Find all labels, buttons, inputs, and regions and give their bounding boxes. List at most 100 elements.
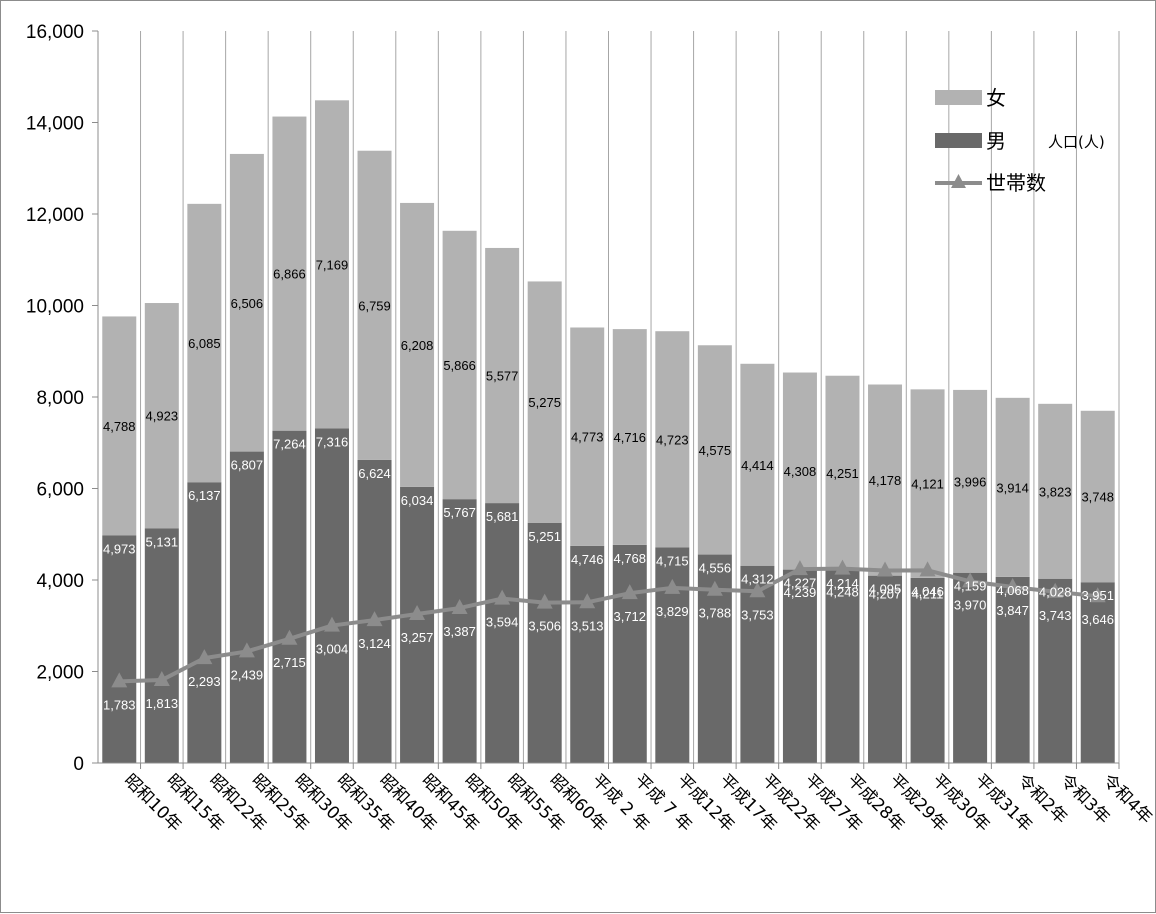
data-label-male: 7,316	[316, 434, 349, 449]
data-label-male: 5,767	[443, 505, 476, 520]
bar-female	[995, 397, 1030, 577]
bar-female	[229, 153, 264, 452]
household-marker	[281, 629, 298, 645]
bar-male	[272, 430, 307, 763]
data-label-female: 6,759	[358, 298, 391, 313]
data-label-household: 3,506	[528, 619, 561, 634]
bar-male	[314, 428, 349, 763]
data-label-male: 4,556	[699, 561, 732, 576]
bar-female	[868, 384, 903, 576]
household-marker	[919, 561, 936, 577]
y-axis-title: 人口(人)	[1048, 133, 1105, 151]
y-tick-label: 10,000	[26, 297, 84, 318]
bar-female	[697, 345, 732, 555]
data-label-household: 3,753	[741, 607, 774, 622]
data-label-household: 1,783	[103, 697, 136, 712]
bar-male	[740, 565, 775, 763]
household-marker	[238, 642, 255, 658]
data-label-household: 2,293	[188, 674, 221, 689]
data-label-household: 3,387	[443, 624, 476, 639]
household-marker	[621, 584, 638, 600]
y-tick-label: 6,000	[36, 480, 84, 501]
data-label-male: 5,251	[528, 529, 561, 544]
household-marker	[877, 561, 894, 577]
household-marker	[1089, 587, 1106, 603]
data-label-male: 4,715	[656, 553, 689, 568]
household-marker	[153, 671, 170, 687]
data-label-household: 3,712	[613, 609, 646, 624]
bar-female	[527, 281, 562, 523]
bar-female	[272, 116, 307, 431]
household-marker	[791, 560, 808, 576]
bar-male	[187, 482, 222, 763]
data-label-male: 5,131	[146, 534, 179, 549]
y-tick-label: 12,000	[26, 205, 84, 226]
data-label-household: 4,239	[784, 585, 817, 600]
data-label-female: 4,788	[103, 419, 136, 434]
data-label-household: 2,439	[231, 667, 264, 682]
data-label-female: 7,169	[316, 257, 349, 272]
data-label-female: 6,506	[231, 296, 264, 311]
data-label-male: 4,095	[869, 582, 902, 597]
data-label-male: 4,159	[954, 579, 987, 594]
data-label-male: 4,046	[911, 584, 944, 599]
data-label-household: 3,257	[401, 630, 434, 645]
data-label-male: 4,746	[571, 552, 604, 567]
bar-female	[442, 230, 477, 500]
household-marker	[196, 649, 213, 665]
data-label-female: 4,923	[146, 409, 179, 424]
data-label-female: 3,823	[1039, 484, 1072, 499]
household-line	[111, 559, 1106, 688]
data-label-female: 6,085	[188, 336, 221, 351]
data-label-household: 2,715	[273, 655, 306, 670]
bar-female	[1038, 403, 1073, 579]
data-label-household: 3,513	[571, 618, 604, 633]
data-label-female: 4,414	[741, 458, 774, 473]
data-label-male: 4,068	[996, 583, 1029, 598]
data-label-female: 5,577	[486, 369, 519, 384]
data-label-household: 4,211	[912, 586, 944, 601]
data-label-household: 3,594	[486, 615, 519, 630]
household-marker	[834, 559, 851, 575]
bar-male	[782, 569, 817, 763]
y-tick-label: 2,000	[36, 663, 84, 684]
household-marker	[111, 672, 128, 688]
data-label-household: 3,829	[656, 604, 689, 619]
data-label-male: 4,214	[826, 576, 859, 591]
data-label-male: 6,137	[188, 488, 221, 503]
bar-male	[910, 577, 945, 763]
data-label-male: 4,028	[1039, 585, 1072, 600]
bar-female	[357, 150, 392, 460]
data-label-female: 6,208	[401, 338, 434, 353]
data-label-male: 6,807	[231, 458, 264, 473]
bar-male	[570, 545, 605, 763]
household-marker	[451, 599, 468, 615]
data-label-household: 3,124	[358, 636, 391, 651]
bar-male	[995, 576, 1030, 763]
bar-female	[782, 372, 817, 570]
household-marker	[1047, 582, 1064, 598]
bar-female	[400, 202, 435, 487]
household-marker	[409, 604, 426, 620]
bar-male	[612, 544, 647, 763]
data-label-household: 1,813	[146, 696, 179, 711]
data-label-male: 7,264	[273, 437, 306, 452]
data-label-male: 6,034	[401, 493, 434, 508]
data-label-female: 4,773	[571, 430, 604, 445]
legend-swatch-female	[935, 90, 982, 105]
bar-female	[910, 389, 945, 578]
data-label-household: 3,646	[1081, 612, 1114, 627]
data-label-male: 4,227	[784, 576, 817, 591]
data-label-female: 6,866	[273, 267, 306, 282]
gridlines	[97, 31, 1120, 763]
data-label-female: 4,178	[869, 473, 902, 488]
data-label-female: 4,121	[911, 477, 944, 492]
data-label-household: 3,743	[1039, 608, 1072, 623]
data-label-household: 3,847	[996, 603, 1029, 618]
data-label-female: 3,996	[954, 474, 987, 489]
data-label-male: 3,951	[1081, 588, 1114, 603]
bar-male	[1080, 582, 1115, 763]
bar-male	[1038, 578, 1073, 763]
